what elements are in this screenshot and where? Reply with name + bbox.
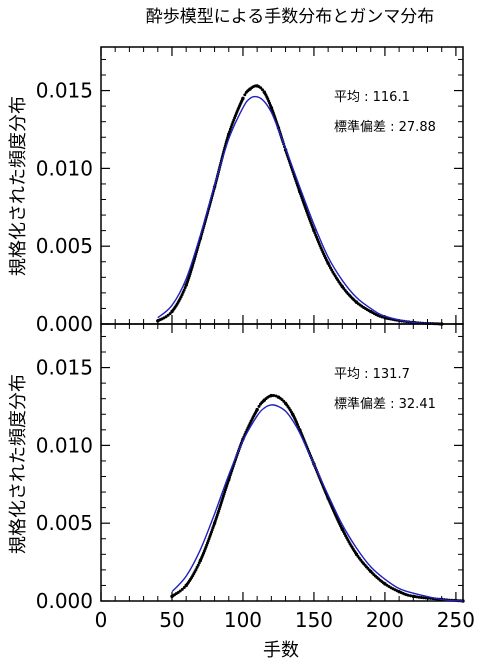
data-point-2-15 xyxy=(340,527,345,532)
data-point xyxy=(295,423,299,427)
data-point-2-16 xyxy=(354,552,359,557)
data-point xyxy=(406,593,410,597)
data-point-1-2 xyxy=(184,283,188,287)
data-point-1-9 xyxy=(262,90,266,94)
data-point-2-19 xyxy=(397,589,401,594)
data-point xyxy=(409,594,413,598)
data-point-1-17 xyxy=(354,300,359,304)
gamma-curve-2 xyxy=(171,404,464,602)
x-tick-label-4: 200 xyxy=(366,608,404,632)
y-tick-label-1-0: 0.000 xyxy=(36,312,93,336)
data-point-2-11 xyxy=(290,412,295,416)
data-point xyxy=(228,130,232,134)
data-point xyxy=(417,595,421,599)
y-tick-label-1-1: 0.005 xyxy=(36,234,93,258)
data-point xyxy=(260,88,264,92)
data-point xyxy=(183,286,187,290)
x-tick-label-3: 150 xyxy=(295,608,333,632)
data-point-1-6 xyxy=(241,96,245,101)
data-point xyxy=(181,290,185,294)
data-point-2-17 xyxy=(369,569,373,574)
data-point-2-8 xyxy=(269,393,274,398)
data-point-1-16 xyxy=(340,284,345,289)
data-point-2-18 xyxy=(383,582,387,586)
data-point xyxy=(180,587,184,591)
x-tick-label-0: 0 xyxy=(95,608,108,632)
y-tick-label-2-1: 0.005 xyxy=(36,511,93,535)
y-axis-label-bottom: 規格化された頻度分布 xyxy=(8,374,29,554)
gamma-curve-1 xyxy=(157,95,442,325)
data-point xyxy=(257,404,261,408)
data-point xyxy=(380,315,384,319)
y-axis-label-top: 規格化された頻度分布 xyxy=(8,96,29,276)
data-point-1-10 xyxy=(269,105,274,110)
y-tick-label-2-3: 0.015 xyxy=(36,356,93,380)
data-point xyxy=(166,313,170,317)
data-point xyxy=(231,120,235,124)
sd-label-2: 標準偏差 : 32.41 xyxy=(334,396,436,412)
chart-title: 酔歩模型による手数分布とガンマ分布 xyxy=(146,7,435,27)
data-point xyxy=(230,123,234,127)
data-point-2-10 xyxy=(283,401,288,406)
data-point-2-20 xyxy=(411,594,416,599)
x-axis-label: 手数 xyxy=(263,640,299,661)
y-tick-label-2-0: 0.000 xyxy=(36,589,93,613)
data-point-2-6 xyxy=(255,407,259,412)
data-point-2-0 xyxy=(170,594,174,599)
data-point-1-18 xyxy=(369,309,373,314)
plot-frame-2 xyxy=(100,323,464,602)
data-point xyxy=(195,565,199,569)
data-point xyxy=(422,596,426,600)
data-point-2-9 xyxy=(276,395,281,399)
data-point-2-1 xyxy=(184,583,188,588)
y-tick-label-2-2: 0.010 xyxy=(36,433,93,457)
data-point-1-1 xyxy=(170,309,174,314)
data-point xyxy=(378,314,382,318)
data-point xyxy=(243,93,247,97)
sd-label-1: 標準偏差 : 27.88 xyxy=(334,119,436,135)
data-point-2-3 xyxy=(212,521,217,525)
x-tick-label-2: 100 xyxy=(224,608,262,632)
data-point xyxy=(178,589,182,593)
data-point-1-15 xyxy=(326,261,330,266)
data-point-1-14 xyxy=(312,228,316,233)
data-point-2-7 xyxy=(262,398,266,402)
data-point xyxy=(196,563,200,567)
data-point xyxy=(272,393,276,397)
y-tick-label-1-2: 0.010 xyxy=(36,156,93,180)
data-point xyxy=(182,586,186,590)
data-point xyxy=(228,127,232,131)
data-point-1-8 xyxy=(255,84,259,88)
y-tick-label-1-3: 0.015 xyxy=(36,79,93,103)
mean-label-2: 平均 : 131.7 xyxy=(334,367,410,382)
data-point xyxy=(419,595,423,599)
mean-label-1: 平均 : 116.1 xyxy=(334,90,410,105)
x-tick-label-5: 250 xyxy=(437,608,475,632)
data-point xyxy=(229,125,233,129)
data-point xyxy=(182,288,186,292)
data-point-1-0 xyxy=(156,319,160,323)
data-point xyxy=(259,86,263,90)
plot-frame-1 xyxy=(100,46,464,325)
data-point xyxy=(168,312,172,316)
walk-dots-2 xyxy=(170,393,465,603)
data-point xyxy=(424,596,428,600)
x-tick-label-1: 50 xyxy=(159,608,184,632)
data-point-2-2 xyxy=(198,558,203,563)
data-point-1-7 xyxy=(248,87,252,91)
